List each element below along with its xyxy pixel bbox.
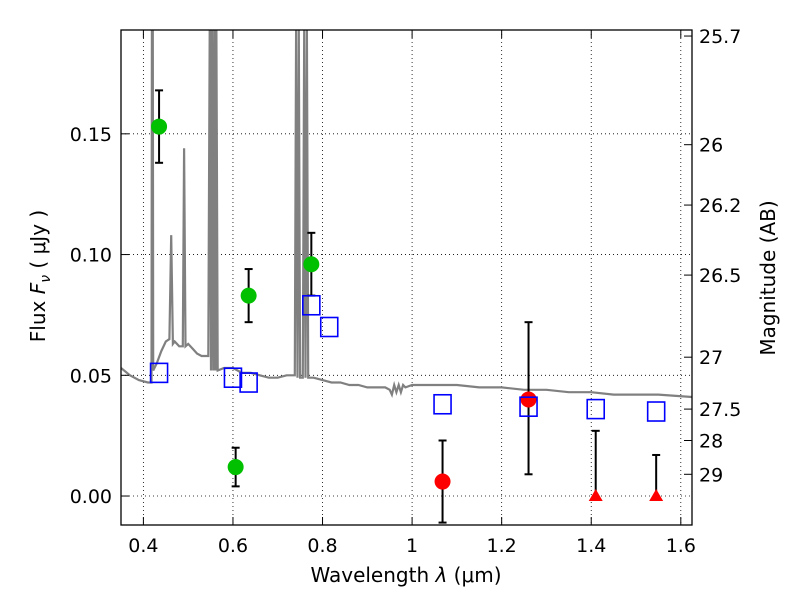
x-tick-label: 1.2 bbox=[487, 535, 517, 557]
model-square-marker bbox=[239, 372, 258, 393]
x-tick-label: 0.6 bbox=[218, 535, 248, 557]
right-tick-label: 26.2 bbox=[699, 195, 741, 217]
grid-layer bbox=[121, 30, 692, 525]
x-tick-label: 0.4 bbox=[128, 535, 158, 557]
flux-point-marker bbox=[151, 118, 168, 135]
right-tick-label: 27 bbox=[699, 347, 723, 369]
right-tick-label: 27.5 bbox=[699, 399, 741, 421]
flux-point-marker bbox=[434, 473, 451, 490]
model-square-marker bbox=[319, 316, 339, 338]
upper-limit-marker bbox=[649, 489, 664, 502]
flux-point-marker bbox=[227, 459, 244, 476]
spectrum-layer bbox=[121, 30, 692, 399]
y-axis-label: Flux Fν ( μJy ) bbox=[26, 210, 54, 342]
right-tick-label: 26 bbox=[699, 135, 723, 157]
ticks-layer: 0.4 0.6 0.8 1 1.2 1.4 1.6 0.00 0.05 0.10 0.15 25.7 2… bbox=[70, 26, 742, 557]
model-square-marker bbox=[149, 362, 169, 384]
right-tick-label: 25.7 bbox=[699, 26, 741, 48]
model-square-marker bbox=[302, 294, 321, 316]
model-square-marker bbox=[519, 396, 538, 417]
flux-point-marker bbox=[303, 256, 320, 273]
points-layer bbox=[149, 89, 666, 524]
x-tick-label: 0.8 bbox=[307, 535, 337, 557]
right-tick-label: 29 bbox=[699, 464, 723, 486]
flux-point-marker bbox=[240, 287, 257, 304]
upper-limit-marker bbox=[588, 489, 603, 502]
y-tick-label: 0.05 bbox=[70, 365, 112, 387]
template-spectrum-line bbox=[121, 30, 692, 399]
y-tick-label: 0.10 bbox=[70, 245, 112, 267]
y-axis-right-label: Magnitude (AB) bbox=[756, 200, 780, 355]
y-tick-label: 0.00 bbox=[70, 486, 112, 508]
flux-point-marker bbox=[520, 391, 537, 408]
right-tick-label: 26.5 bbox=[699, 265, 741, 287]
model-square-marker bbox=[586, 398, 606, 420]
model-square-marker bbox=[223, 367, 243, 389]
x-tick-label: 1.4 bbox=[576, 535, 606, 557]
model-square-marker bbox=[646, 401, 666, 422]
x-axis-label: Wavelength λ (μm) bbox=[310, 563, 501, 587]
plot-frame bbox=[120, 29, 693, 526]
right-tick-label: 28 bbox=[699, 430, 723, 452]
y-tick-label: 0.15 bbox=[70, 124, 112, 146]
x-tick-label: 1.6 bbox=[666, 535, 696, 557]
x-tick-label: 1 bbox=[406, 535, 418, 557]
model-square-marker bbox=[433, 393, 452, 415]
